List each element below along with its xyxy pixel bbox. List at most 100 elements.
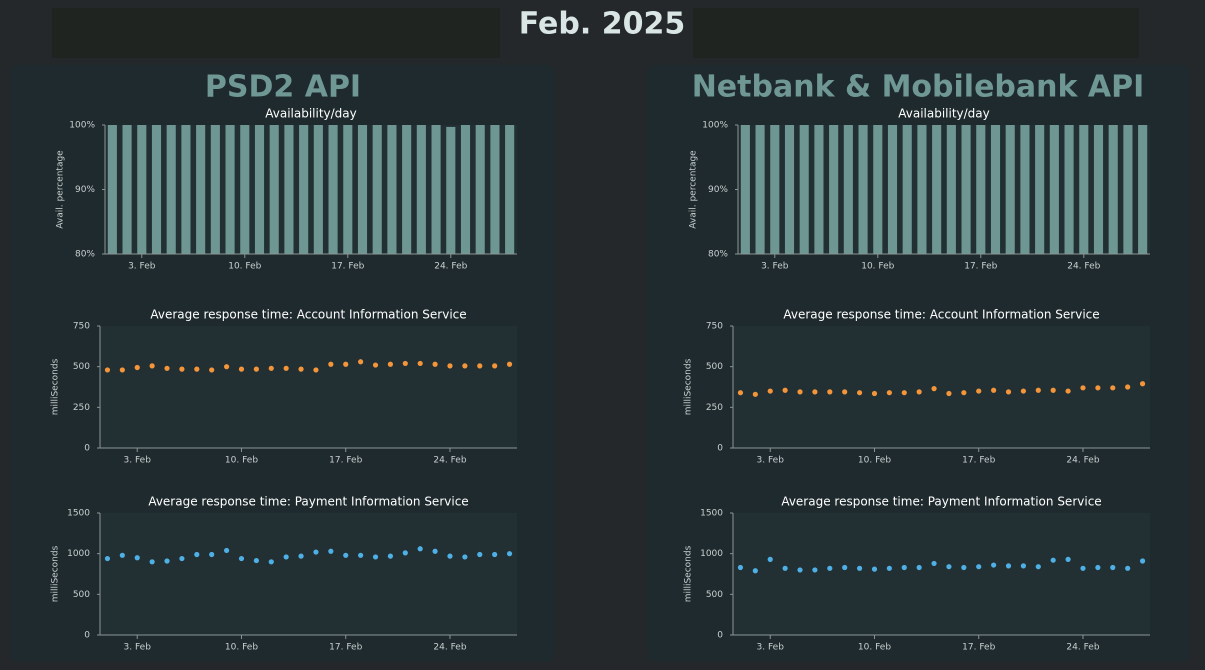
point — [149, 363, 155, 369]
point — [134, 364, 140, 371]
point — [104, 367, 111, 373]
bar — [976, 125, 986, 254]
point — [358, 359, 364, 365]
point — [238, 366, 245, 372]
point — [119, 552, 125, 558]
point — [238, 555, 245, 562]
bar — [181, 125, 191, 254]
point — [194, 366, 200, 372]
point — [298, 553, 304, 559]
x-tick-label: 3. Feb — [128, 262, 156, 272]
y-tick-label: 1500 — [700, 509, 723, 519]
x-tick-label: 3. Feb — [124, 643, 152, 653]
x-tick-label: 3. Feb — [124, 456, 152, 466]
bar — [225, 125, 235, 254]
x-tick-label: 24. Feb — [1067, 262, 1100, 272]
point — [797, 567, 803, 573]
x-tick-label: 17. Feb — [964, 262, 997, 272]
y-tick-label: 100% — [69, 121, 95, 131]
point — [268, 559, 274, 565]
point — [961, 564, 967, 571]
y-axis-label: milliSeconds — [51, 358, 61, 415]
point — [1050, 387, 1056, 393]
chart-title: Availability/day — [265, 107, 357, 121]
point — [976, 388, 982, 394]
point — [946, 564, 952, 570]
point — [283, 365, 289, 371]
chart-title: Availability/day — [898, 107, 990, 121]
point — [447, 363, 453, 369]
bar — [343, 125, 353, 254]
point — [432, 361, 438, 367]
header-bg — [52, 8, 500, 58]
bar — [240, 125, 250, 254]
y-tick-label: 80% — [75, 250, 95, 260]
y-tick-label: 1500 — [67, 509, 90, 519]
point — [179, 555, 185, 562]
x-tick-label: 10. Feb — [861, 262, 894, 272]
bar — [151, 125, 162, 254]
x-tick-label: 3. Feb — [757, 456, 785, 466]
y-tick-label: 500 — [73, 362, 90, 372]
bar — [490, 125, 500, 254]
point — [1139, 381, 1146, 387]
panel-title: Netbank & Mobilebank API — [692, 70, 1145, 105]
bar — [402, 125, 412, 254]
point — [1080, 565, 1086, 571]
bar — [755, 125, 765, 254]
point — [358, 552, 364, 558]
bar — [196, 125, 206, 254]
point — [737, 564, 744, 571]
panel-title: PSD2 API — [205, 70, 361, 105]
bar — [299, 125, 309, 254]
point — [104, 555, 111, 562]
point — [372, 362, 379, 368]
y-tick-label: 1000 — [700, 549, 723, 559]
point — [991, 562, 997, 568]
chart-title: Average response time: Payment Informati… — [148, 495, 468, 509]
bar — [858, 125, 868, 254]
point — [1005, 389, 1012, 395]
point — [1035, 564, 1041, 570]
chart-title: Average response time: Account Informati… — [783, 308, 1099, 322]
bar — [1079, 125, 1089, 254]
y-tick-label: 0 — [84, 444, 90, 454]
point — [1095, 385, 1101, 391]
y-axis-label: milliSeconds — [51, 545, 61, 602]
point — [767, 556, 773, 562]
y-tick-label: 250 — [73, 403, 90, 413]
point — [253, 557, 259, 564]
point — [253, 366, 259, 372]
point — [767, 388, 773, 394]
point — [1020, 388, 1027, 394]
y-tick-label: 500 — [706, 590, 723, 600]
point — [812, 567, 818, 573]
point — [961, 390, 967, 396]
y-tick-label: 100% — [702, 121, 728, 131]
point — [856, 565, 863, 571]
bar — [166, 125, 176, 254]
point — [328, 548, 334, 554]
x-tick-label: 10. Feb — [858, 643, 891, 653]
point — [283, 554, 289, 560]
point — [343, 361, 349, 367]
bar — [917, 125, 927, 254]
bar — [1093, 125, 1104, 254]
bar — [372, 125, 382, 254]
bar — [1020, 125, 1030, 254]
y-tick-label: 0 — [717, 631, 723, 641]
point — [1020, 563, 1027, 569]
x-tick-label: 10. Feb — [225, 643, 258, 653]
bar — [431, 125, 441, 254]
point — [812, 389, 818, 395]
point — [149, 559, 155, 565]
point — [134, 555, 140, 561]
y-tick-label: 80% — [708, 250, 728, 260]
x-tick-label: 17. Feb — [331, 262, 364, 272]
x-tick-label: 3. Feb — [757, 643, 785, 653]
point — [752, 568, 758, 574]
point — [782, 387, 788, 393]
point — [1139, 558, 1146, 564]
y-tick-label: 500 — [73, 590, 90, 600]
